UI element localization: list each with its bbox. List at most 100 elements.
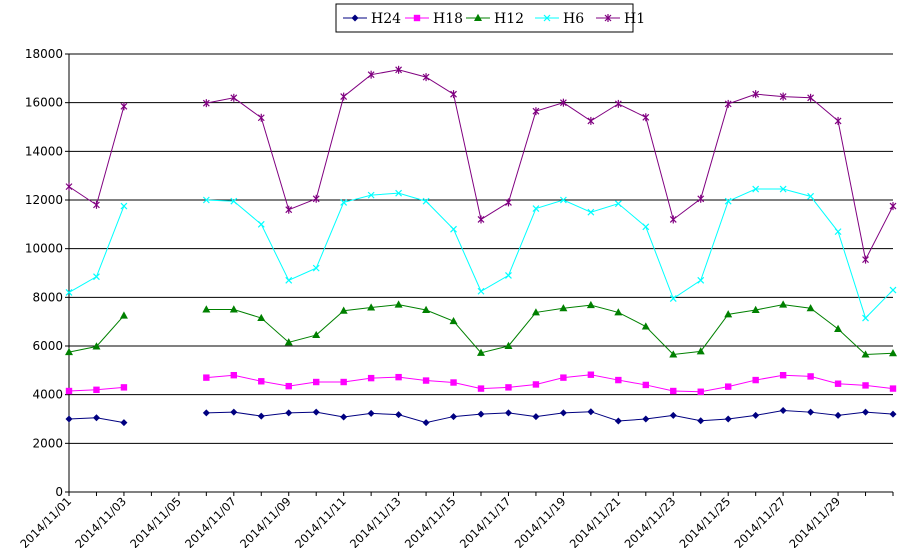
data-point-h12 [312, 330, 321, 339]
data-point-h6 [642, 223, 650, 231]
data-point-h1 [202, 99, 210, 108]
data-point-h24 [724, 415, 732, 423]
data-point-h18 [313, 378, 320, 386]
data-point-h12 [614, 308, 623, 316]
data-point-h1 [257, 113, 265, 122]
data-point-h1 [614, 99, 622, 108]
marker-stroke [834, 228, 842, 236]
legend-marker [351, 14, 359, 22]
data-point-h1 [285, 205, 293, 214]
data-point-h6 [450, 225, 457, 233]
data-point-h24 [642, 415, 650, 423]
data-point-h12 [449, 316, 458, 325]
data-point-h24 [450, 413, 458, 421]
data-point-h6 [120, 202, 128, 210]
x-tick-label: 2014/11/09 [237, 494, 294, 548]
data-point-h18 [670, 387, 677, 395]
data-point-h12 [696, 347, 705, 355]
marker-stroke [543, 14, 551, 22]
data-point-h1 [559, 98, 567, 107]
data-point-h1 [669, 215, 677, 224]
series-line-h24 [206, 409, 894, 424]
legend-marker [543, 14, 551, 22]
data-point-h18 [889, 385, 897, 392]
marker-stroke [697, 276, 705, 284]
data-point-h1 [724, 99, 732, 108]
data-point-h18 [697, 388, 704, 395]
data-point-h12 [284, 338, 293, 346]
data-point-h1 [779, 92, 787, 101]
data-point-h12 [531, 308, 540, 316]
marker-stroke [65, 289, 73, 296]
data-point-h1 [889, 202, 897, 211]
data-point-h12 [339, 306, 348, 314]
x-tick-label: 2014/11/11 [292, 494, 349, 548]
data-point-h18 [422, 377, 430, 384]
data-point-h18 [725, 383, 732, 390]
y-tick-label: 4000 [32, 388, 63, 402]
data-point-h1 [395, 65, 403, 74]
x-tick-label: 2014/11/29 [786, 494, 843, 548]
series-line-h6 [68, 205, 125, 293]
data-point-h18 [862, 382, 869, 389]
x-tick-label: 2014/11/21 [567, 494, 624, 548]
legend-marker [413, 14, 421, 22]
data-point-h12 [724, 310, 733, 318]
data-point-h12 [92, 342, 101, 350]
marker-stroke [587, 208, 595, 216]
data-point-h1 [697, 194, 705, 203]
x-tick-label: 2014/11/05 [127, 494, 184, 548]
y-tick-labels: 0 2000 4000 6000 8000 10000 12000 14000 16000 180… [25, 47, 69, 499]
data-point-h1 [450, 90, 457, 99]
x-tick-label: 2014/11/15 [402, 494, 459, 548]
data-point-h18 [395, 373, 402, 381]
data-point-h6 [93, 273, 100, 281]
data-point-h24 [697, 417, 705, 425]
data-point-h6 [340, 199, 348, 206]
data-point-h6 [669, 295, 677, 302]
data-point-h24 [614, 417, 622, 425]
data-point-h18 [532, 381, 540, 388]
data-point-h12 [394, 300, 403, 308]
data-point-h18 [752, 376, 759, 384]
data-point-h24 [779, 406, 787, 414]
data-point-h6 [532, 205, 540, 212]
series-h24 [65, 406, 897, 427]
data-point-h12 [65, 347, 73, 356]
x-tick-label: 2014/11/03 [72, 494, 129, 548]
data-point-h6 [559, 196, 567, 204]
x-tick-label: 2014/11/19 [512, 494, 569, 548]
series-h6 [65, 185, 897, 322]
marker-stroke [889, 286, 897, 294]
data-point-h18 [65, 387, 73, 395]
legend-label: H6 [563, 11, 584, 27]
data-point-h1 [862, 255, 869, 264]
y-tick-label: 2000 [32, 436, 63, 450]
data-point-h6 [65, 289, 73, 296]
marker-stroke [642, 223, 650, 231]
marker-stroke [862, 314, 869, 322]
data-point-h18 [505, 384, 512, 391]
data-point-h18 [367, 374, 375, 382]
data-point-h12 [477, 348, 485, 356]
data-point-h12 [257, 313, 266, 322]
legend-marker [474, 13, 482, 21]
data-point-h6 [889, 286, 897, 294]
data-point-h12 [806, 304, 815, 312]
data-point-h6 [477, 287, 485, 295]
data-point-h18 [642, 381, 649, 389]
marker-stroke [422, 197, 430, 205]
data-point-h24 [92, 414, 100, 422]
data-point-h1 [340, 92, 348, 101]
marker-stroke [807, 192, 815, 200]
gridlines [69, 53, 893, 444]
legend-label: H18 [433, 11, 463, 27]
data-point-h6 [587, 208, 595, 216]
y-tick-label: 6000 [32, 339, 63, 353]
data-point-h24 [312, 408, 320, 416]
data-point-h24 [752, 411, 760, 419]
data-point-h6 [422, 197, 430, 205]
data-point-h6 [697, 276, 705, 284]
x-tick-label: 2014/11/27 [731, 494, 788, 548]
data-point-h12 [861, 350, 870, 358]
